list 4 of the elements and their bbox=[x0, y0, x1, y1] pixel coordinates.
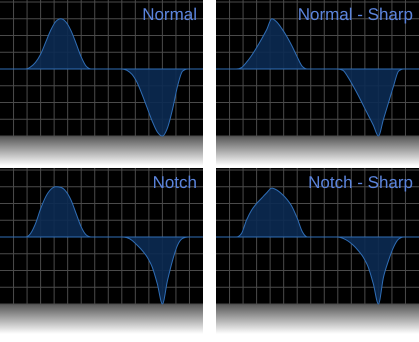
chart-title: Notch - Sharp bbox=[308, 173, 413, 192]
chart-title: Notch bbox=[152, 173, 197, 192]
chart-title: Normal bbox=[142, 5, 197, 24]
chart-title: Normal - Sharp bbox=[298, 5, 413, 24]
